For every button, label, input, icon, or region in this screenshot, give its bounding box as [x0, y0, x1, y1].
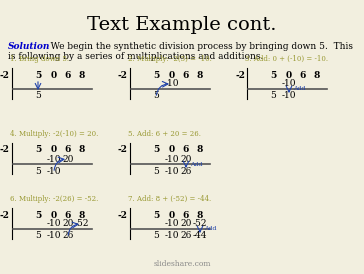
Text: -10: -10 [47, 232, 61, 241]
Text: 8: 8 [197, 70, 203, 79]
Text: 20: 20 [180, 219, 192, 229]
Text: Solution: Solution [8, 42, 50, 51]
Text: Add: Add [190, 161, 202, 167]
Text: 6: 6 [65, 210, 71, 219]
Text: -2: -2 [118, 210, 128, 219]
Text: 4. Multiply: -2(-10) = 20.: 4. Multiply: -2(-10) = 20. [10, 130, 98, 138]
Text: -10: -10 [165, 155, 179, 164]
Text: 6: 6 [183, 210, 189, 219]
Text: 6. Multiply: -2(26) = -52.: 6. Multiply: -2(26) = -52. [10, 195, 98, 203]
Text: 5: 5 [153, 232, 159, 241]
Text: 26: 26 [62, 232, 74, 241]
Text: -2: -2 [235, 70, 245, 79]
Text: 0: 0 [51, 210, 57, 219]
Text: 6: 6 [65, 70, 71, 79]
Text: 20: 20 [62, 219, 74, 229]
Text: 5: 5 [153, 167, 159, 176]
Text: 5: 5 [153, 210, 159, 219]
Text: 1. Bring down 5.: 1. Bring down 5. [10, 55, 69, 63]
Text: 6: 6 [65, 145, 71, 155]
Text: -10: -10 [165, 79, 179, 89]
Text: 2. Multiply: -2(5) = -10.: 2. Multiply: -2(5) = -10. [128, 55, 212, 63]
Text: slideshare.com: slideshare.com [153, 260, 211, 268]
Text: 5: 5 [153, 92, 159, 101]
Text: -44: -44 [193, 232, 207, 241]
Text: Add: Add [204, 227, 217, 232]
Text: 5: 5 [153, 145, 159, 155]
Text: 5: 5 [35, 167, 41, 176]
Text: -2: -2 [0, 145, 10, 155]
Text: -10: -10 [165, 167, 179, 176]
Text: is following by a series of multiplications and additions.: is following by a series of multiplicati… [8, 52, 264, 61]
Text: 26: 26 [180, 232, 192, 241]
Text: 5. Add: 6 + 20 = 26.: 5. Add: 6 + 20 = 26. [128, 130, 201, 138]
Text: 6: 6 [300, 70, 306, 79]
Text: 5: 5 [270, 70, 276, 79]
Text: -10: -10 [47, 155, 61, 164]
Text: -2: -2 [0, 210, 10, 219]
Text: 5: 5 [270, 92, 276, 101]
Text: 0: 0 [169, 145, 175, 155]
Text: -10: -10 [282, 79, 296, 89]
Text: 3. Add: 0 + (-10) = -10.: 3. Add: 0 + (-10) = -10. [245, 55, 328, 63]
Text: -10: -10 [165, 219, 179, 229]
Text: 7. Add: 8 + (-52) = -44.: 7. Add: 8 + (-52) = -44. [128, 195, 211, 203]
Text: -10: -10 [282, 92, 296, 101]
Text: 0: 0 [169, 70, 175, 79]
Text: 8: 8 [197, 145, 203, 155]
Text: -10: -10 [47, 167, 61, 176]
Text: We begin the synthetic division process by bringing down 5.  This: We begin the synthetic division process … [42, 42, 353, 51]
Text: -52: -52 [75, 219, 89, 229]
Text: 8: 8 [79, 70, 85, 79]
Text: 5: 5 [153, 70, 159, 79]
Text: 6: 6 [183, 145, 189, 155]
Text: -2: -2 [118, 70, 128, 79]
Text: 5: 5 [35, 92, 41, 101]
Text: 26: 26 [180, 167, 192, 176]
Text: 0: 0 [169, 210, 175, 219]
Text: -2: -2 [0, 70, 10, 79]
Text: -52: -52 [193, 219, 207, 229]
Text: 8: 8 [197, 210, 203, 219]
Text: -10: -10 [47, 219, 61, 229]
Text: 6: 6 [183, 70, 189, 79]
Text: 5: 5 [35, 210, 41, 219]
Text: 20: 20 [62, 155, 74, 164]
Text: 0: 0 [51, 70, 57, 79]
Text: 8: 8 [314, 70, 320, 79]
Text: -10: -10 [165, 232, 179, 241]
Text: 5: 5 [35, 70, 41, 79]
Text: 20: 20 [180, 155, 192, 164]
Text: -2: -2 [118, 145, 128, 155]
Text: 8: 8 [79, 145, 85, 155]
Text: Text Example cont.: Text Example cont. [87, 16, 277, 34]
Text: 5: 5 [35, 145, 41, 155]
Text: 5: 5 [35, 232, 41, 241]
Text: 8: 8 [79, 210, 85, 219]
Text: 0: 0 [51, 145, 57, 155]
Text: Add: Add [293, 87, 305, 92]
Text: 0: 0 [286, 70, 292, 79]
